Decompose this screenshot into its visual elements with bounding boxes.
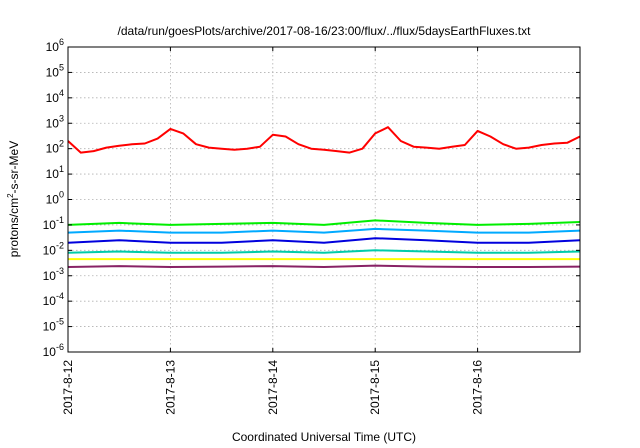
y-tick-label: 10-3 [43,266,64,283]
series-line-1 [67,126,581,154]
y-axis-label: protons/cm2-s-sr-MeV [6,141,21,257]
x-tick-label: 2017-8-14 [266,360,280,415]
series-line-3 [67,227,581,234]
x-tick-label: 2017-8-15 [368,360,382,415]
y-tick-label: 106 [46,37,64,54]
x-axis-label: Coordinated Universal Time (UTC) [232,430,416,444]
y-tick-label: 102 [46,139,64,156]
chart-title: /data/run/goesPlots/archive/2017-08-16/2… [118,24,532,38]
series-line-7 [67,264,581,268]
series-line-5 [67,249,581,254]
y-tick-label: 103 [46,113,64,130]
y-axis-label-base: protons/cm [7,198,21,257]
series-line-4 [67,237,581,244]
y-tick-label: 105 [46,62,64,79]
y-tick-label: 100 [46,190,64,207]
y-tick-label: 104 [46,88,64,105]
y-axis-label-rest: -s-sr-MeV [7,141,21,194]
series-layer [67,126,581,268]
x-tick-label: 2017-8-12 [61,360,75,415]
y-axis-label-sup: 2 [6,193,15,198]
y-tick-label: 10-1 [43,215,64,232]
y-tick-label: 10-2 [43,240,64,257]
series-line-2 [67,219,581,226]
y-tick-label: 10-5 [43,317,64,334]
x-axis-ticks: 2017-8-12 2017-8-13 2017-8-14 2017-8-15 2017… [61,47,485,415]
x-tick-label: 2017-8-16 [471,360,485,415]
grid-lines [68,47,580,352]
y-tick-label: 10-6 [43,342,64,359]
y-tick-label: 101 [46,164,64,181]
y-axis-ticks: 10-6 10-5 10-4 10-3 10-2 10-1 100 101 102 103 104 1… [43,37,580,359]
x-tick-label: 2017-8-13 [163,360,177,415]
y-tick-label: 10-4 [43,291,64,308]
